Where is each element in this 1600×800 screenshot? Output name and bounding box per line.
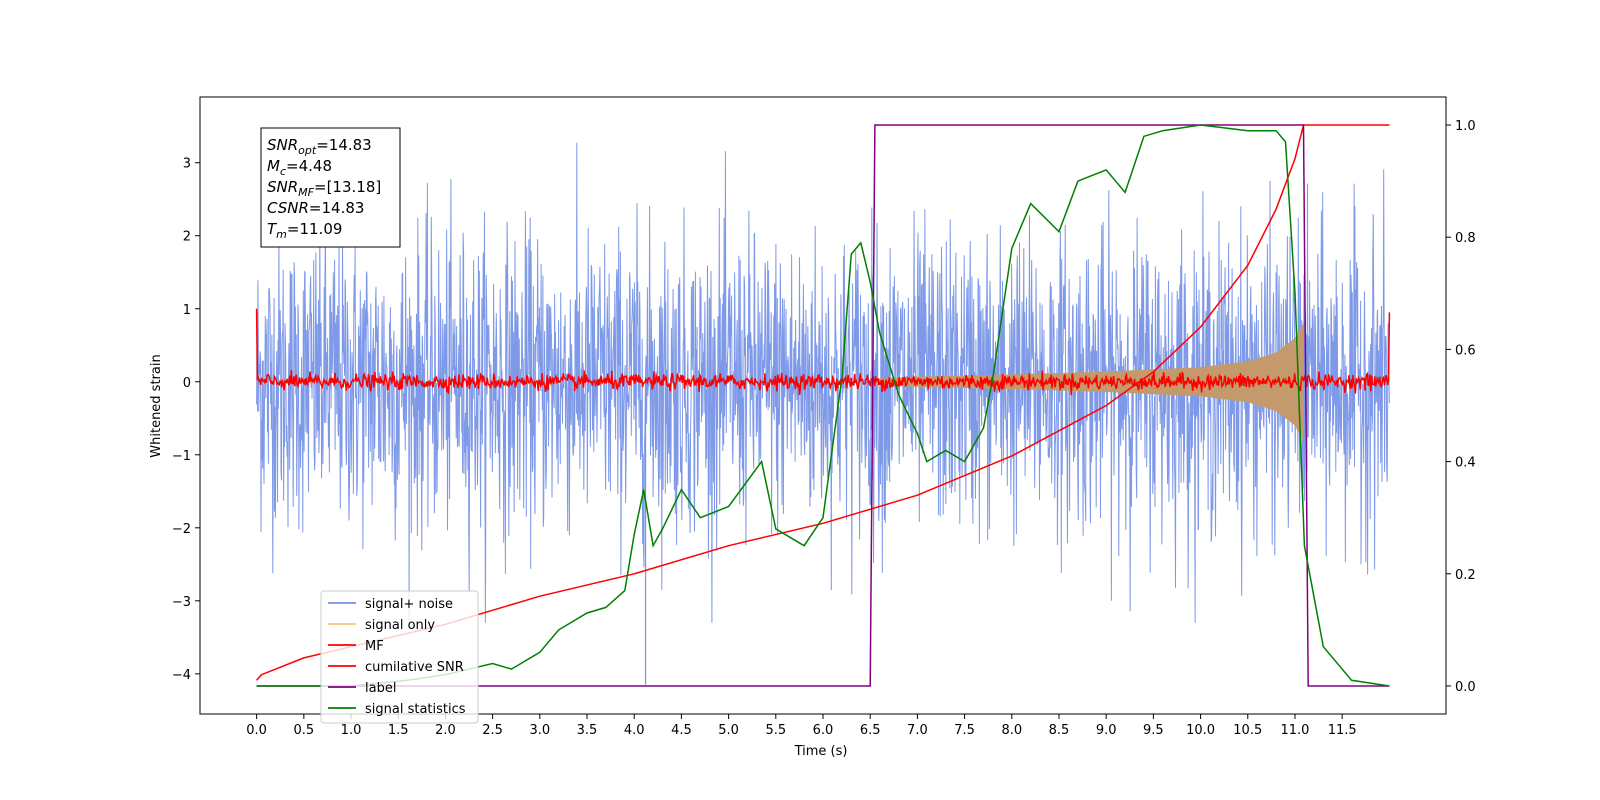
x-tick-label: 6.5	[860, 723, 881, 738]
y2-tick-label: 0.4	[1455, 456, 1476, 471]
x-tick-label: 0.5	[293, 723, 314, 738]
legend-label: label	[365, 681, 396, 696]
y-tick-label: 0	[183, 376, 191, 391]
y2-tick-label: 0.8	[1455, 231, 1476, 246]
info-snr-mf: SNRMF=[13.18]	[267, 178, 381, 199]
legend-label: cumilative SNR	[365, 660, 464, 675]
x-tick-label: 9.0	[1096, 723, 1117, 738]
y-tick-label: 3	[183, 157, 191, 172]
legend-label: signal+ noise	[365, 597, 453, 612]
info-snr-opt: SNRopt=14.83	[267, 136, 372, 157]
y2-tick-label: 1.0	[1455, 119, 1476, 134]
x-tick-label: 7.5	[954, 723, 975, 738]
x-tick-label: 11.0	[1280, 723, 1309, 738]
y-tick-label: 1	[183, 303, 191, 318]
x-axis-label: Time (s)	[794, 744, 848, 759]
x-tick-label: 4.0	[624, 723, 645, 738]
series-label	[256, 124, 1390, 687]
x-tick-label: 2.5	[482, 723, 503, 738]
info-tm: Tm=11.09	[267, 220, 342, 241]
x-tick-label: 9.5	[1143, 723, 1164, 738]
x-tick-label: 11.5	[1328, 723, 1357, 738]
y-tick-label: −2	[172, 522, 191, 537]
x-axis: 0.0 0.5 1.0 1.5 2.0 2.5 3.0 3.5 4.0 4.5 5.0 5.5 6.0 6…	[246, 714, 1357, 738]
x-tick-label: 7.0	[907, 723, 928, 738]
x-tick-label: 8.5	[1049, 723, 1070, 738]
info-csnr: CSNR=14.83	[267, 199, 364, 217]
series-signal-noise	[256, 142, 1390, 623]
y2-tick-label: 0.0	[1455, 680, 1476, 695]
y-axis-label: Whitened strain	[149, 354, 164, 457]
x-tick-label: 6.0	[813, 723, 834, 738]
x-tick-label: 1.0	[341, 723, 362, 738]
y2-tick-label: 0.6	[1455, 343, 1476, 358]
x-tick-label: 4.5	[671, 723, 692, 738]
x-tick-label: 10.0	[1186, 723, 1215, 738]
info-box: SNRopt=14.83 Mc=4.48 SNRMF=[13.18] CSNR=…	[260, 127, 401, 248]
plot-area	[255, 124, 1391, 687]
x-tick-label: 5.0	[718, 723, 739, 738]
y-axis-left: 3 2 1 0 −1 −2 −3 −4	[172, 157, 200, 683]
y-tick-label: −1	[172, 449, 191, 464]
series-mf	[255, 308, 1391, 396]
y2-tick-label: 0.2	[1455, 568, 1476, 583]
x-tick-label: 10.5	[1233, 723, 1262, 738]
x-tick-label: 5.5	[765, 723, 786, 738]
info-mc: Mc=4.48	[267, 157, 332, 178]
x-tick-label: 3.5	[577, 723, 598, 738]
series-signal-statistics	[256, 124, 1390, 687]
x-tick-label: 1.5	[388, 723, 409, 738]
legend-label: signal only	[365, 618, 435, 633]
y-axis-right: 1.0 0.8 0.6 0.4 0.2 0.0	[1446, 119, 1476, 695]
legend-label: MF	[365, 639, 384, 654]
legend: signal+ noise signal only MF cumilative SNR…	[320, 590, 479, 724]
legend-label: signal statistics	[365, 702, 466, 717]
x-tick-label: 3.0	[529, 723, 550, 738]
x-tick-label: 0.0	[246, 723, 267, 738]
x-tick-label: 8.0	[1001, 723, 1022, 738]
y-tick-label: −3	[172, 595, 191, 610]
y-tick-label: 2	[183, 230, 191, 245]
x-tick-label: 2.0	[435, 723, 456, 738]
y-tick-label: −4	[172, 668, 191, 683]
